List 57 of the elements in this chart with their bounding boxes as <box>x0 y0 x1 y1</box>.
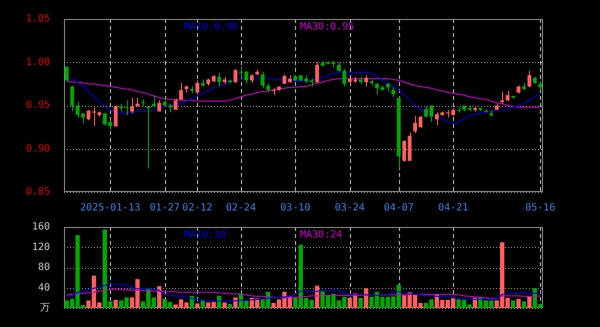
bar <box>527 296 532 308</box>
y-tick-label: 0.90 <box>26 143 50 154</box>
candlestick <box>391 86 396 98</box>
candlestick <box>102 112 107 126</box>
bar <box>195 303 200 308</box>
candlestick <box>527 70 532 88</box>
bar <box>190 296 194 308</box>
candlestick <box>130 97 134 114</box>
bar <box>216 296 222 308</box>
y-tick-label: 0.85 <box>26 186 50 198</box>
candlestick <box>70 85 74 112</box>
bar <box>114 300 118 308</box>
x-tick-label: 03-10 <box>280 202 310 214</box>
candlestick <box>146 106 150 170</box>
bar <box>222 302 227 308</box>
candlestick <box>234 68 238 84</box>
bar <box>228 304 232 308</box>
bar <box>157 286 162 308</box>
y-tick-label: 120 <box>32 242 50 253</box>
text: MA30:0.95 <box>300 22 354 33</box>
y-tick-label: 80 <box>38 262 50 274</box>
x-tick-label: 05-16 <box>525 202 556 214</box>
x-tick-label: 04-07 <box>384 202 414 214</box>
candlestick <box>217 72 222 87</box>
bar <box>364 288 368 308</box>
candlestick <box>179 82 183 101</box>
text: MA30:24 <box>300 230 342 241</box>
candlestick <box>114 105 118 128</box>
y-tick-label: 40 <box>38 282 50 294</box>
text: MA10:30 <box>184 230 226 241</box>
candlestick <box>260 71 265 89</box>
x-tick-label: 2025-01-13 <box>80 202 140 214</box>
y-tick-label: 万 <box>40 302 50 314</box>
bar <box>314 286 320 308</box>
bar <box>358 298 363 308</box>
candlestick <box>174 98 178 110</box>
x-tick-label: 01-27 <box>150 202 180 214</box>
candlestick <box>342 68 346 87</box>
x-tick-label: 02-24 <box>226 202 256 214</box>
bar <box>516 298 521 308</box>
candlestick <box>64 66 69 83</box>
y-tick-label: 1.05 <box>26 14 50 25</box>
bar <box>200 300 205 308</box>
text: MA10:0.96 <box>184 22 238 33</box>
candlestick <box>364 74 368 87</box>
x-tick-label: 04-21 <box>438 202 468 214</box>
candlestick <box>315 62 320 84</box>
candlestick <box>336 62 341 72</box>
y-tick-label: 1.00 <box>26 56 50 68</box>
bar <box>510 300 516 308</box>
candlestick <box>195 80 200 95</box>
candlestick <box>506 90 510 102</box>
y-tick-label: 160 <box>32 222 50 233</box>
x-tick-label: 02-12 <box>182 202 212 214</box>
y-tick-label: 0.95 <box>26 100 50 112</box>
bar <box>522 301 526 308</box>
x-tick-label: 03-24 <box>334 202 365 214</box>
